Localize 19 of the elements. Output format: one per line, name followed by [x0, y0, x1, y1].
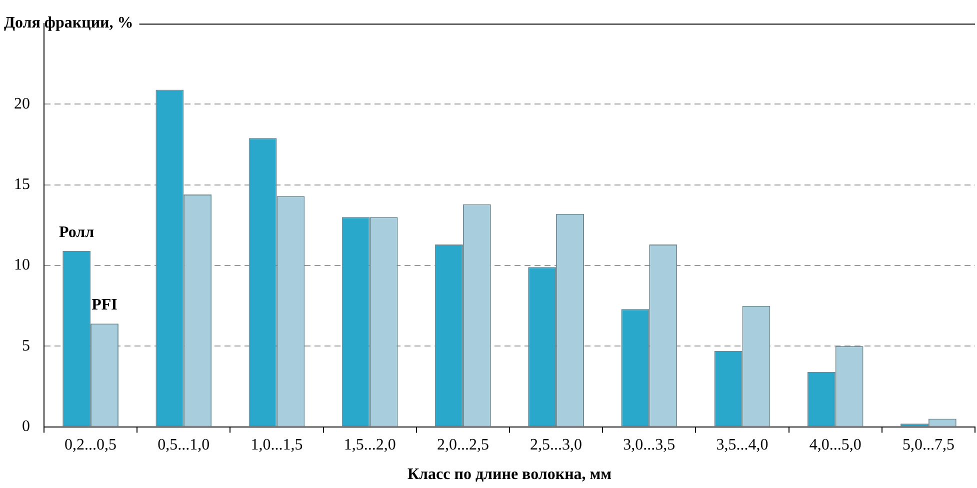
x-tick-label: 2,0...2,5	[436, 436, 489, 454]
x-tick-label: 4,0...5,0	[809, 436, 862, 454]
y-tick-label: 20	[14, 95, 30, 112]
y-tick-label: 0	[22, 418, 30, 436]
y-tick-label: 10	[14, 256, 30, 274]
x-tick-label: 1,5...2,0	[344, 436, 396, 454]
y-axis-title: Доля фракции, %	[4, 14, 134, 32]
y-tick-label: 15	[14, 176, 30, 194]
y-tick-label: 5	[22, 337, 30, 354]
x-tick-label: 5,0...7,5	[902, 436, 954, 454]
x-tick-label: 0,5...1,0	[158, 436, 210, 454]
x-tick-label: 2,5...3,0	[530, 436, 582, 454]
x-tick-label: 3,0...3,5	[623, 436, 676, 454]
x-tick-label: 0,2...0,5	[64, 436, 117, 454]
x-axis-title: Класс по длине волокна, мм	[407, 466, 612, 484]
x-tick-label: 3,5...4,0	[716, 436, 768, 454]
x-tick-label: 1,0...1,5	[250, 436, 303, 454]
series-label: Ролл	[59, 224, 94, 242]
series-label: PFI	[92, 296, 118, 314]
